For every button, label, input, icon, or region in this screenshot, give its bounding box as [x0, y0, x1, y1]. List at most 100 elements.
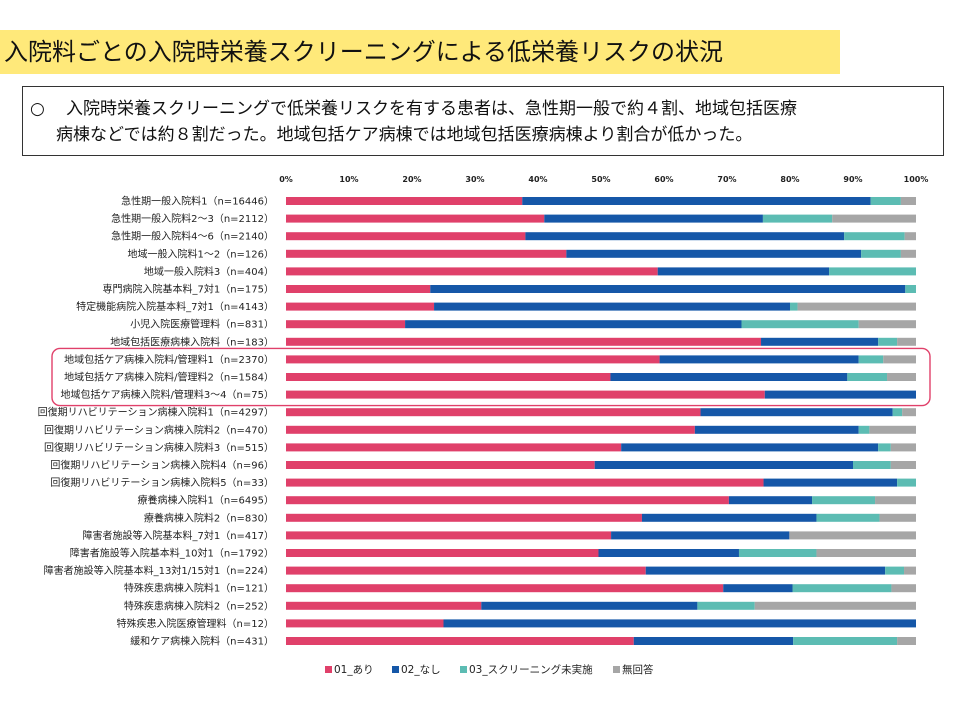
summary-text-line2: 病棟などでは約８割だった。地域包括ケア病棟では地域包括医療病棟より割合が低かった…	[56, 125, 753, 145]
bar-segment-1	[286, 302, 435, 311]
category-label: 地域包括ケア病棟入院料/管理料3～4（n=75）	[60, 388, 274, 401]
x-tick-label: 30%	[465, 175, 484, 184]
legend-label: 03_スクリーニング未実施	[469, 663, 593, 676]
bar-segment-2	[598, 549, 739, 557]
bar-segment-1	[286, 601, 482, 610]
bar-segment-2	[763, 478, 898, 487]
bar-segment-2	[657, 267, 830, 276]
bar-segment-3	[741, 320, 859, 329]
bar-segment-4	[897, 337, 916, 346]
bar-segment-4	[858, 320, 916, 329]
category-label: 地域包括ケア病棟入院料/管理料2（n=1584）	[64, 371, 274, 384]
legend-label: 無回答	[622, 663, 654, 676]
category-label: 地域一般入院料3（n=404）	[144, 265, 274, 278]
bar-segment-3	[697, 601, 755, 610]
legend-label: 02_なし	[401, 664, 441, 676]
bar-segment-1	[286, 443, 622, 452]
bar-segment-4	[869, 425, 916, 434]
bar-segment-3	[762, 214, 833, 223]
x-tick-label: 10%	[339, 175, 358, 184]
bar-segment-3	[792, 584, 892, 593]
x-tick-label: 20%	[402, 175, 421, 184]
bar-segment-2	[611, 531, 790, 540]
summary-bullet: ○	[30, 99, 45, 119]
category-label: 地域包括ケア病棟入院料/管理料1（n=2370）	[64, 353, 274, 366]
bar-segment-4	[890, 443, 916, 452]
bar-segment-4	[797, 302, 916, 311]
category-label: 特殊疾患病棟入院料1（n=121）	[124, 582, 274, 595]
bar-segment-3	[861, 249, 901, 258]
category-label: 回復期リハビリテーション病棟入院料5（n=33）	[50, 476, 274, 489]
bar-segment-3	[790, 302, 798, 311]
category-label: 障害者施設等入院基本料_7対1（n=417）	[82, 529, 274, 542]
bar-segment-3	[844, 232, 905, 241]
legend-label: 01_あり	[334, 664, 374, 676]
category-label: 特殊疾患病棟入院料2（n=252）	[124, 599, 274, 612]
bar-segment-3	[858, 425, 870, 434]
bar-segment-1	[286, 355, 660, 364]
category-label: 急性期一般入院料1（n=16446）	[121, 195, 274, 208]
bar-segment-2	[430, 285, 906, 293]
category-label: 地域一般入院料1～2（n=126）	[127, 247, 274, 260]
legend-swatch	[325, 666, 332, 673]
bar-segment-1	[286, 232, 526, 241]
bar-segment-3	[885, 566, 905, 575]
category-label: 回復期リハビリテーション病棟入院料4（n=96）	[50, 459, 274, 472]
bar-segment-4	[904, 566, 916, 575]
bar-segment-3	[870, 197, 901, 205]
category-label: 障害者施設等入院基本料_13対1/15対1（n=224）	[44, 564, 274, 577]
bar-segment-2	[610, 373, 848, 381]
bar-segment-3	[816, 513, 880, 522]
category-label: 療養病棟入院料1（n=6495）	[137, 494, 274, 507]
bar-segment-1	[286, 249, 567, 258]
bar-segment-1	[286, 637, 634, 645]
bar-segment-2	[723, 584, 793, 593]
bar-segment-1	[286, 285, 431, 293]
bar-segment-4	[890, 461, 916, 469]
x-tick-label: 0%	[279, 175, 293, 184]
bar-segment-2	[544, 214, 763, 223]
bar-segment-3	[878, 337, 898, 346]
bar-segment-3	[738, 549, 817, 557]
bar-segment-4	[904, 232, 916, 241]
page-title: 入院料ごとの入院時栄養スクリーニングによる低栄養リスクの状況	[4, 38, 724, 66]
bar-segment-2	[764, 390, 916, 399]
bar-segment-2	[728, 496, 813, 505]
bar-segment-2	[621, 443, 879, 452]
bar-segment-1	[286, 267, 658, 276]
bar-segment-4	[816, 549, 916, 557]
bar-segment-2	[694, 425, 859, 434]
bar-segment-4	[754, 601, 916, 610]
legend-swatch	[613, 666, 620, 673]
bar-segment-3	[847, 373, 888, 381]
category-label: 回復期リハビリテーション病棟入院料1（n=4297）	[38, 406, 274, 419]
bar-segment-4	[902, 408, 916, 417]
bar-segment-4	[887, 373, 916, 381]
bar-segment-3	[897, 478, 916, 487]
bar-segment-1	[286, 513, 642, 522]
legend-swatch	[392, 666, 399, 673]
bar-segment-1	[286, 337, 762, 346]
bar-segment-2	[641, 513, 817, 522]
bar-segment-1	[286, 214, 545, 223]
bar-segment-1	[286, 373, 611, 381]
category-label: 地域包括医療病棟入院料（n=183）	[110, 335, 274, 348]
bar-segment-4	[900, 197, 916, 205]
category-label: 回復期リハビリテーション病棟入院料3（n=515）	[44, 441, 274, 454]
category-label: 急性期一般入院料2～3（n=2112）	[111, 212, 274, 225]
bar-segment-1	[286, 531, 612, 540]
x-tick-label: 50%	[591, 175, 610, 184]
bar-segment-3	[858, 355, 884, 364]
summary-box	[22, 86, 944, 156]
bar-segment-3	[812, 496, 876, 505]
bar-segment-4	[897, 637, 916, 645]
bar-segment-3	[853, 461, 891, 469]
bar-segment-3	[829, 267, 916, 276]
bar-segment-2	[566, 249, 862, 258]
bar-segment-3	[905, 285, 916, 293]
bar-segment-2	[525, 232, 845, 241]
category-label: 特殊疾患入院医療管理料（n=12）	[117, 617, 274, 630]
bar-segment-2	[443, 619, 916, 628]
bar-segment-1	[286, 566, 646, 575]
highlight-box	[51, 347, 931, 407]
